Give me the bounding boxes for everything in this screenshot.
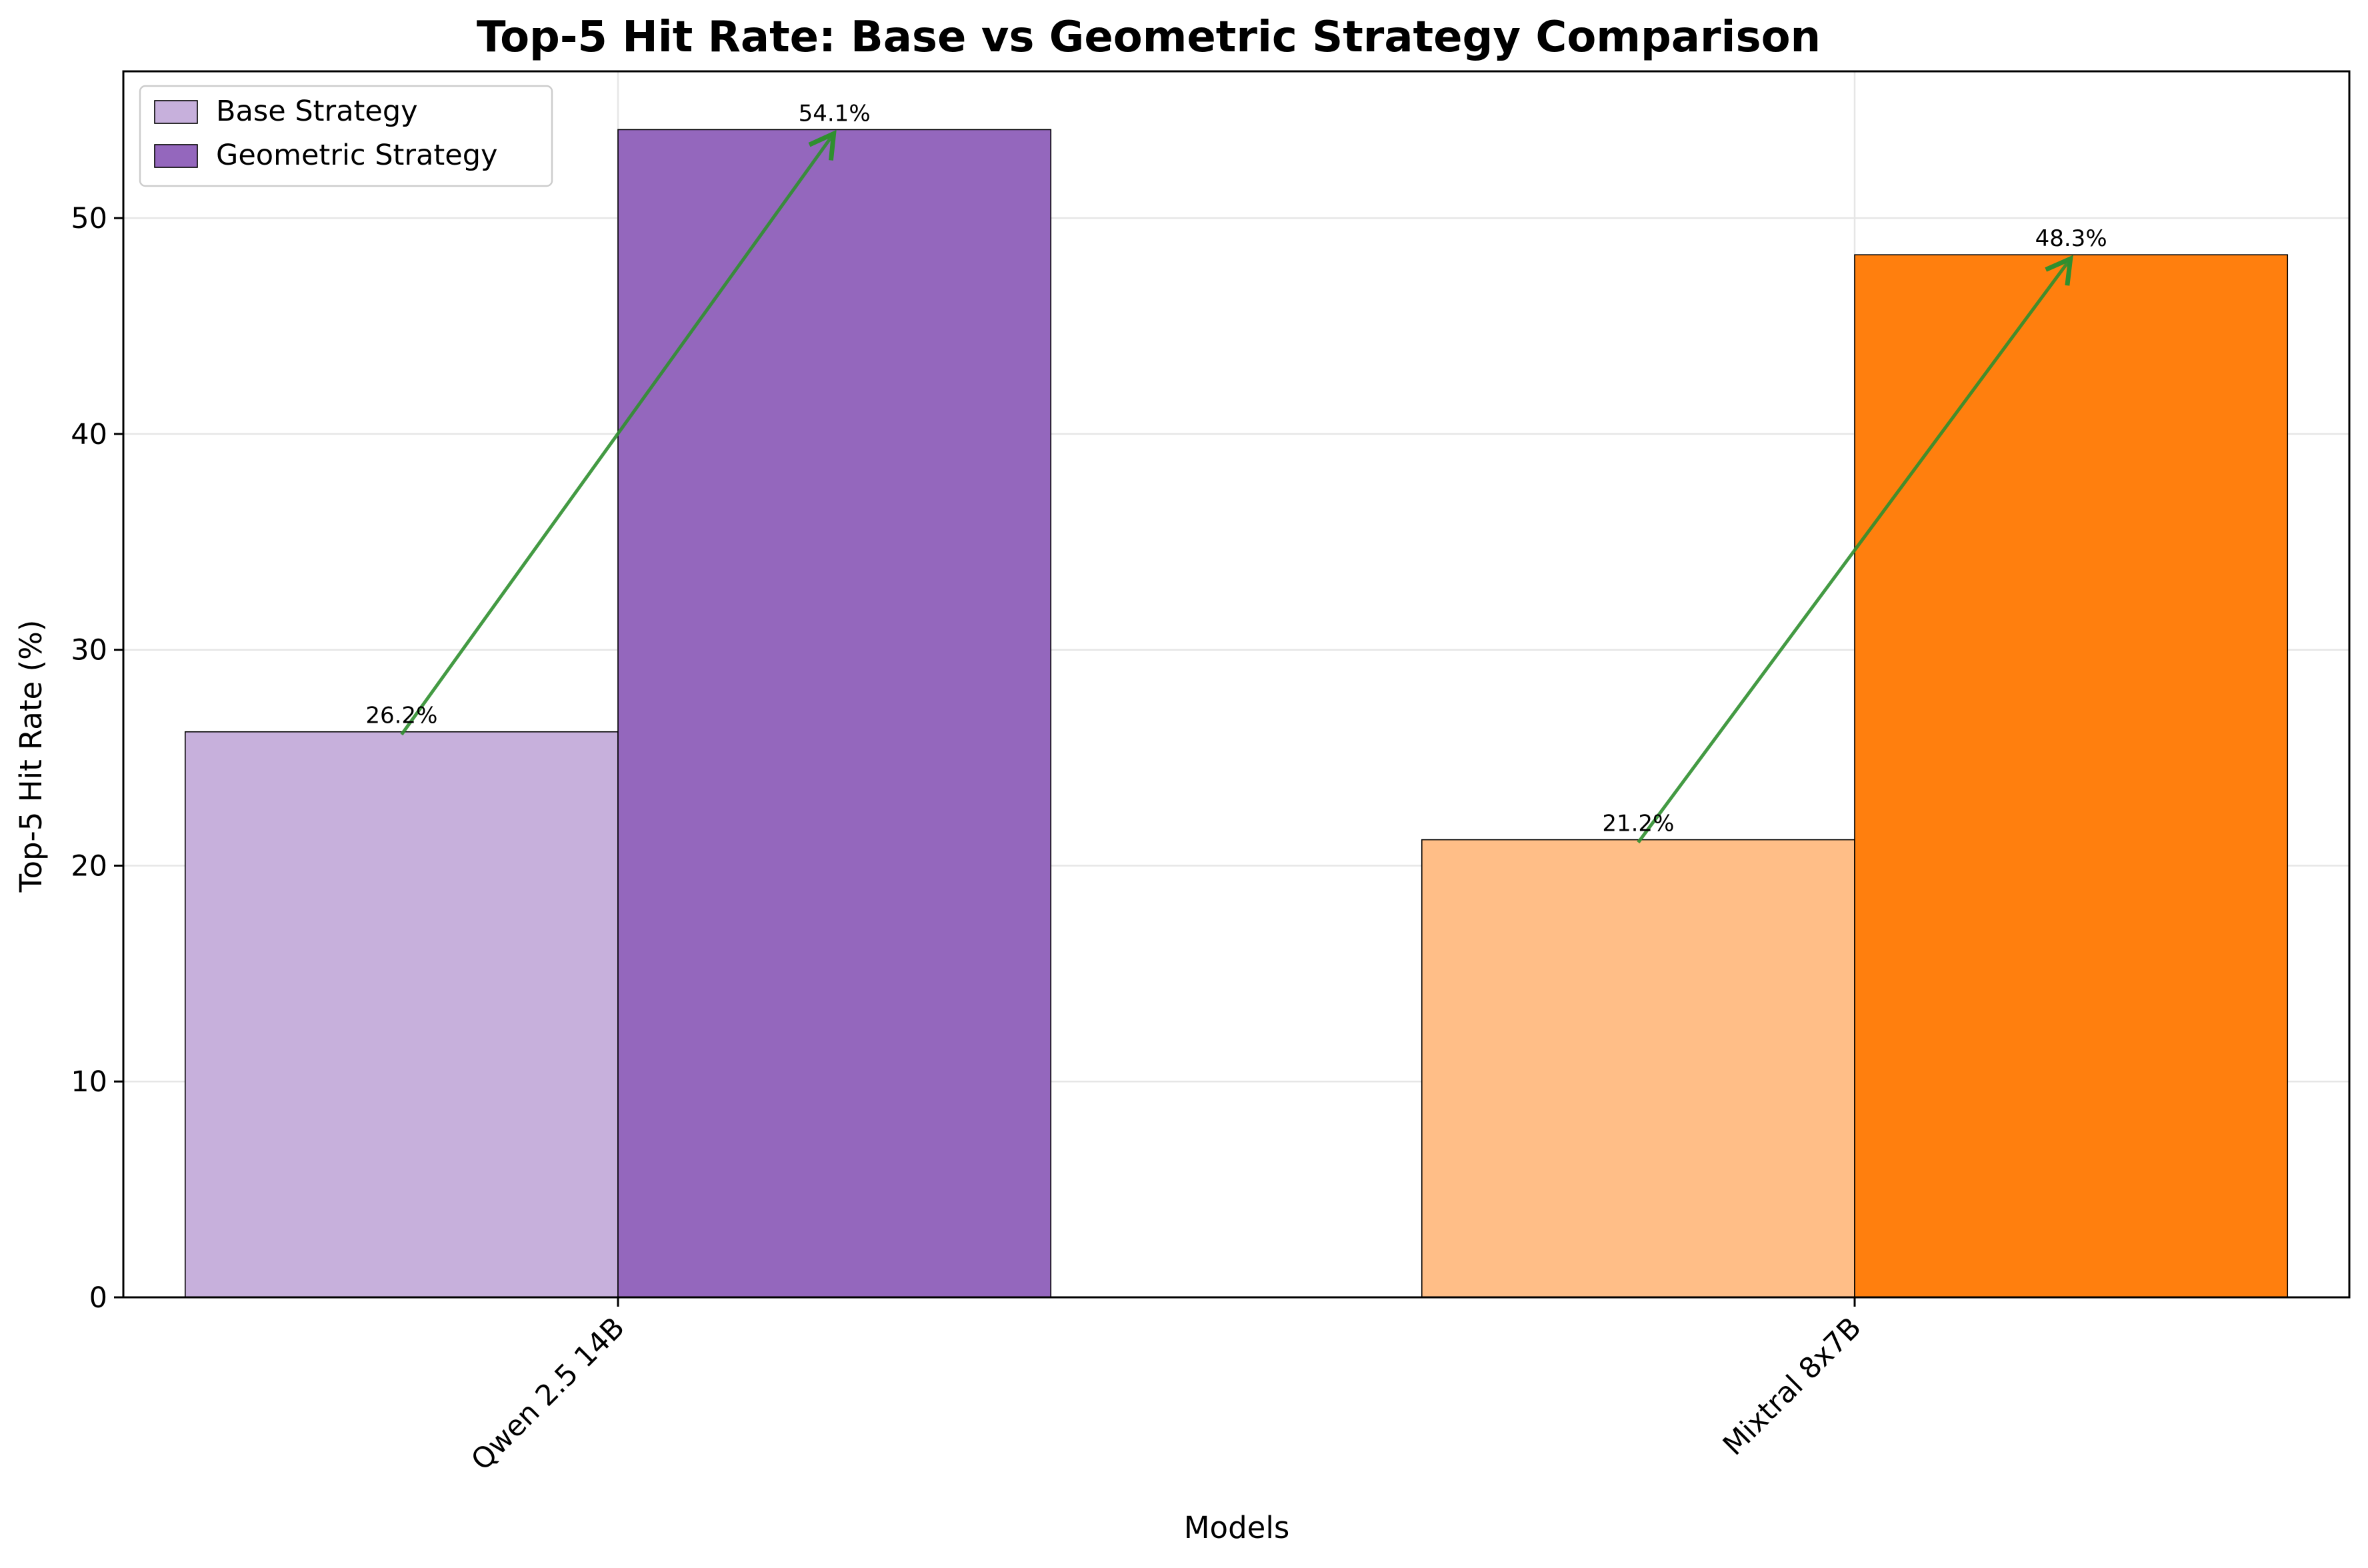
bar — [617, 129, 1052, 1298]
legend-box — [139, 85, 553, 187]
improvement-arrow — [400, 129, 837, 736]
bars — [184, 129, 2289, 1298]
legend: Base Strategy Geometric Strategy — [139, 85, 553, 187]
legend-label: Base Strategy — [216, 95, 418, 128]
y-tick-label: 0 — [89, 1281, 107, 1315]
data-labels: 26.2% 21.2% 54.1% 48.3% — [365, 100, 2107, 837]
chart-title: Top-5 Hit Rate: Base vs Geometric Strate… — [477, 13, 1821, 62]
legend-swatch — [154, 100, 198, 124]
data-label: 21.2% — [1602, 811, 1674, 837]
bar — [1854, 254, 2289, 1298]
y-axis-label: Top-5 Hit Rate (%) — [13, 620, 49, 893]
improvement-arrows — [400, 129, 2073, 844]
data-label: 48.3% — [2035, 225, 2107, 252]
data-label: 26.2% — [365, 703, 437, 729]
y-tick-label: 30 — [71, 634, 107, 667]
y-tick-label: 20 — [71, 849, 107, 883]
x-axis-label: Models — [1184, 1510, 1290, 1545]
plot-frame — [122, 70, 2351, 1299]
data-label: 54.1% — [799, 100, 871, 127]
y-tick-label: 50 — [71, 202, 107, 235]
legend-swatch — [154, 144, 198, 168]
y-tick-label: 40 — [71, 418, 107, 451]
bar — [184, 731, 619, 1298]
legend-label: Geometric Strategy — [216, 139, 497, 172]
bar — [1421, 839, 1855, 1298]
y-tick-label: 10 — [71, 1065, 107, 1099]
improvement-arrow — [1637, 255, 2073, 844]
